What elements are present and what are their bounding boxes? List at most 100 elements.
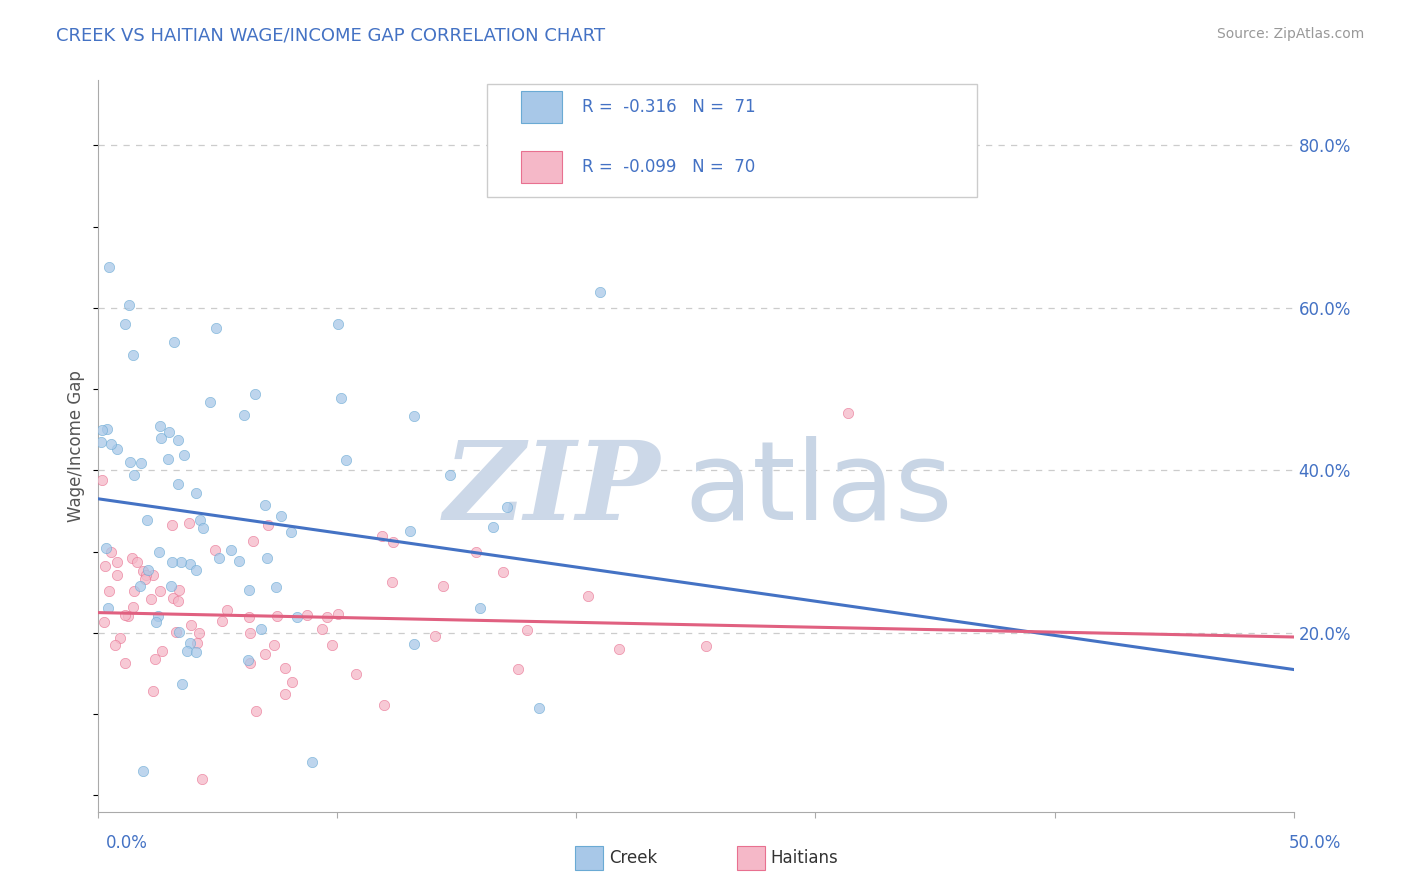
Point	[100, 545, 122, 559]
Point	[186, 636, 208, 650]
Text: ZIP: ZIP	[443, 436, 661, 543]
Point	[211, 614, 233, 628]
Point	[191, 521, 214, 535]
Point	[166, 434, 188, 448]
Text: Haitians: Haitians	[770, 849, 838, 867]
Point	[423, 629, 446, 643]
Point	[173, 448, 195, 462]
Point	[432, 580, 454, 594]
Point	[481, 520, 503, 534]
FancyBboxPatch shape	[522, 152, 562, 184]
Point	[179, 558, 201, 572]
Point	[373, 698, 395, 713]
Point	[184, 485, 207, 500]
Point	[93, 615, 115, 629]
Point	[280, 525, 302, 540]
Point	[165, 624, 187, 639]
Point	[132, 564, 155, 578]
Point	[136, 513, 159, 527]
Point	[98, 584, 121, 599]
Point	[159, 579, 181, 593]
Point	[128, 579, 150, 593]
Point	[114, 656, 136, 670]
Text: R =  -0.099   N =  70: R = -0.099 N = 70	[582, 158, 755, 177]
Point	[465, 545, 488, 559]
Point	[198, 395, 221, 409]
Point	[321, 638, 343, 652]
Point	[96, 422, 118, 436]
Point	[143, 652, 166, 666]
Point	[242, 533, 264, 548]
Point	[468, 601, 491, 615]
Point	[141, 592, 163, 607]
Point	[90, 423, 112, 437]
Point	[311, 622, 333, 636]
Point	[496, 500, 519, 514]
Point	[167, 583, 190, 598]
Point	[157, 452, 180, 467]
Point	[135, 568, 157, 582]
Point	[179, 636, 201, 650]
Point	[316, 609, 339, 624]
Point	[177, 516, 200, 530]
Point	[122, 600, 145, 615]
Point	[398, 524, 420, 538]
Point	[149, 418, 172, 433]
Point	[108, 632, 131, 646]
Point	[301, 755, 323, 769]
Point	[129, 456, 152, 470]
Point	[97, 260, 120, 275]
Point	[125, 555, 148, 569]
Point	[326, 607, 349, 621]
Point	[402, 637, 425, 651]
Text: atlas: atlas	[685, 436, 952, 543]
Point	[204, 542, 226, 557]
Point	[228, 553, 250, 567]
Point	[256, 551, 278, 566]
Point	[208, 551, 231, 566]
Point	[145, 615, 167, 630]
Point	[136, 563, 159, 577]
Point	[295, 608, 318, 623]
Text: 50.0%: 50.0%	[1288, 834, 1341, 852]
Point	[103, 638, 125, 652]
Point	[176, 644, 198, 658]
Point	[148, 609, 170, 624]
Point	[91, 473, 114, 487]
Point	[381, 575, 404, 590]
Point	[264, 580, 287, 594]
Text: 0.0%: 0.0%	[105, 834, 148, 852]
Point	[335, 453, 357, 467]
Text: R =  -0.316   N =  71: R = -0.316 N = 71	[582, 98, 756, 116]
Point	[132, 764, 155, 779]
Point	[576, 589, 599, 603]
Point	[184, 644, 207, 658]
Point	[187, 625, 209, 640]
Point	[239, 625, 262, 640]
FancyBboxPatch shape	[522, 91, 562, 123]
Point	[439, 467, 461, 482]
Point	[589, 285, 612, 299]
Point	[122, 583, 145, 598]
Point	[236, 653, 259, 667]
Point	[134, 572, 156, 586]
Point	[94, 541, 117, 556]
Point	[508, 662, 530, 676]
Point	[148, 545, 170, 559]
Point	[404, 409, 426, 424]
Point	[253, 647, 276, 661]
Point	[256, 518, 278, 533]
Point	[180, 618, 202, 632]
Point	[382, 535, 405, 549]
Point	[114, 608, 136, 623]
Point	[157, 425, 180, 439]
Point	[326, 317, 349, 331]
Point	[141, 683, 163, 698]
Point	[191, 772, 214, 787]
Text: CREEK VS HAITIAN WAGE/INCOME GAP CORRELATION CHART: CREEK VS HAITIAN WAGE/INCOME GAP CORRELA…	[56, 27, 606, 45]
Text: Creek: Creek	[609, 849, 657, 867]
Point	[105, 442, 128, 456]
Point	[371, 529, 394, 543]
Point	[287, 610, 309, 624]
Point	[167, 594, 190, 608]
